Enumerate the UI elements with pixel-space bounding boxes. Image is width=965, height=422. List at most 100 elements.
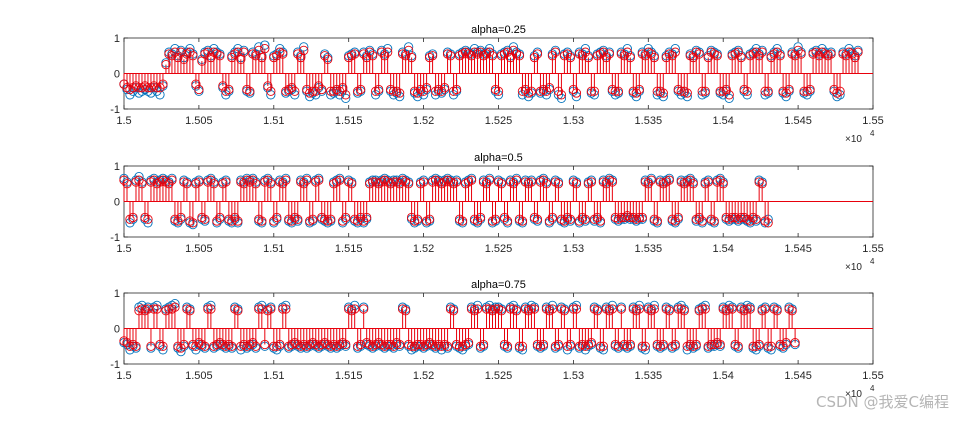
y-tick-label: -1 xyxy=(110,104,120,116)
data-point xyxy=(394,179,405,189)
data-point xyxy=(212,216,222,226)
x-tick-label: 1.54 xyxy=(712,370,733,382)
data-point xyxy=(421,83,432,93)
data-point xyxy=(272,341,282,351)
data-point xyxy=(490,214,501,224)
data-point xyxy=(296,341,306,351)
data-point xyxy=(164,49,174,59)
data-point xyxy=(739,306,749,316)
data-point xyxy=(409,341,420,351)
x-tick-label: 1.54 xyxy=(712,115,733,127)
data-point xyxy=(580,47,591,57)
data-point xyxy=(371,177,381,187)
data-point xyxy=(122,338,132,348)
data-point xyxy=(236,341,246,351)
data-point xyxy=(739,84,749,95)
data-point xyxy=(197,212,207,223)
data-point xyxy=(508,45,519,56)
data-point xyxy=(350,49,360,59)
data-point xyxy=(661,52,671,63)
data-point xyxy=(371,339,381,350)
data-point xyxy=(137,83,147,93)
data-point xyxy=(541,179,552,189)
data-point xyxy=(146,177,156,187)
data-point xyxy=(317,339,327,350)
data-point xyxy=(586,177,597,187)
data-point xyxy=(520,304,531,314)
data-point xyxy=(745,216,755,226)
data-point xyxy=(212,339,222,350)
data-point xyxy=(451,177,462,187)
data-point xyxy=(245,86,255,96)
data-point xyxy=(667,51,677,61)
data-point xyxy=(508,304,519,314)
data-point xyxy=(589,86,600,96)
data-point xyxy=(179,339,189,350)
data-point xyxy=(589,214,600,224)
data-point xyxy=(382,47,393,57)
data-point xyxy=(721,84,731,95)
data-point xyxy=(131,81,141,91)
data-point xyxy=(550,341,561,351)
data-point xyxy=(251,341,261,351)
data-point xyxy=(472,304,483,314)
data-point xyxy=(338,338,348,348)
data-point xyxy=(760,304,770,314)
data-point xyxy=(260,44,270,54)
data-point xyxy=(691,47,701,57)
data-point xyxy=(526,177,537,187)
data-point xyxy=(356,84,366,95)
data-point xyxy=(571,88,582,98)
data-point xyxy=(344,304,354,314)
data-point xyxy=(128,83,138,93)
series-2 xyxy=(119,175,873,228)
data-point xyxy=(299,45,309,56)
data-point xyxy=(538,175,549,185)
data-point xyxy=(167,51,177,61)
x-tick-label: 1.525 xyxy=(485,370,513,382)
data-point xyxy=(763,86,773,96)
data-point xyxy=(769,304,779,314)
data-point xyxy=(709,339,719,350)
x-tick-label: 1.51 xyxy=(263,370,284,382)
data-point xyxy=(182,179,192,189)
data-point xyxy=(377,339,387,350)
data-point xyxy=(131,177,141,187)
data-point xyxy=(793,45,803,56)
data-point xyxy=(347,306,357,316)
data-point xyxy=(182,304,192,314)
data-point xyxy=(137,304,147,314)
data-point xyxy=(712,51,722,61)
data-point xyxy=(128,212,138,223)
data-point xyxy=(128,339,138,350)
data-point xyxy=(571,304,582,314)
data-point xyxy=(598,341,609,351)
data-point xyxy=(326,86,336,96)
data-point xyxy=(272,212,282,223)
data-point xyxy=(802,86,812,96)
data-point xyxy=(736,304,746,314)
data-point xyxy=(140,212,150,223)
data-point xyxy=(200,341,210,351)
x-tick-label: 1.545 xyxy=(784,370,812,382)
subplot-1: alpha=0.25 1.5 1.505 1.51 1.515 1.52 1.525 1.53… xyxy=(110,24,883,145)
data-point xyxy=(122,179,132,189)
data-point xyxy=(694,212,704,223)
data-point xyxy=(329,86,339,96)
data-point xyxy=(122,83,132,93)
data-point xyxy=(194,84,204,95)
x-tick-label: 1.535 xyxy=(635,115,663,127)
data-point xyxy=(514,214,525,224)
data-point xyxy=(649,304,659,314)
data-point xyxy=(646,175,656,185)
x-tick-label: 1.51 xyxy=(263,115,284,127)
data-point xyxy=(610,86,620,96)
data-point xyxy=(553,339,564,350)
data-point xyxy=(688,179,698,189)
data-point xyxy=(442,49,453,59)
data-point xyxy=(748,212,758,223)
data-point xyxy=(628,212,638,223)
data-point xyxy=(580,214,591,224)
data-point xyxy=(233,216,243,226)
